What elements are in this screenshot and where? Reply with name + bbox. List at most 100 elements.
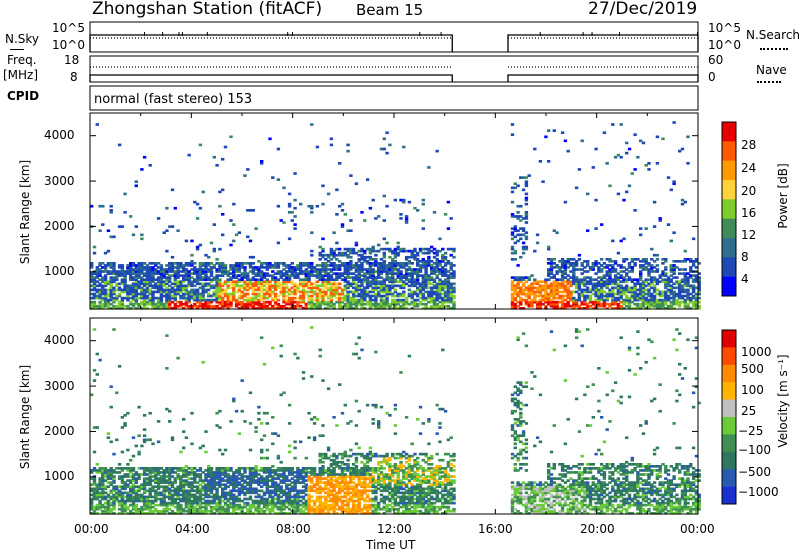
heatmap-cell	[594, 264, 598, 267]
heatmap-cell	[374, 304, 378, 308]
heatmap-cell	[248, 483, 253, 487]
heatmap-cell	[237, 471, 242, 474]
heatmap-cell	[611, 123, 615, 126]
heatmap-cell	[365, 302, 370, 306]
heatmap-cell	[351, 298, 356, 302]
heatmap-cell	[260, 262, 264, 265]
heatmap-cell	[140, 237, 144, 241]
heatmap-cell	[221, 493, 225, 497]
heatmap-cell	[262, 479, 267, 482]
heatmap-cell	[402, 298, 406, 302]
heatmap-cell	[109, 272, 113, 275]
heatmap-cell	[452, 247, 456, 251]
heatmap-cell	[672, 290, 676, 294]
heatmap-cell	[212, 284, 216, 288]
heatmap-cell	[101, 280, 105, 284]
heatmap-cell	[215, 507, 219, 511]
heatmap-cell	[109, 497, 113, 501]
heatmap-cell	[240, 284, 244, 288]
heatmap-cell	[399, 266, 403, 269]
heatmap-cell	[652, 290, 657, 294]
heatmap-cell	[393, 304, 398, 308]
heatmap-cell	[446, 294, 451, 298]
heatmap-cell	[338, 282, 342, 286]
heatmap-cell	[410, 302, 414, 306]
heatmap-cell	[201, 497, 205, 501]
heatmap-cell	[184, 284, 189, 288]
heatmap-cell	[438, 280, 442, 284]
heatmap-cell	[285, 294, 289, 298]
heatmap-cell	[574, 264, 579, 267]
heatmap-cell	[413, 255, 417, 259]
heatmap-cell	[644, 164, 648, 167]
heatmap-cell	[360, 266, 364, 269]
heatmap-cell	[399, 294, 403, 298]
heatmap-cell	[343, 278, 347, 282]
heatmap-cell	[90, 393, 94, 397]
heatmap-cell	[209, 483, 214, 487]
heatmap-cell	[669, 307, 673, 310]
heatmap-cell	[633, 298, 637, 302]
heatmap-cell	[137, 477, 141, 480]
heatmap-cell	[697, 278, 701, 282]
heatmap-cell	[310, 249, 314, 253]
heatmap-cell	[268, 473, 272, 476]
heatmap-cell	[566, 282, 570, 286]
heatmap-cell	[296, 266, 300, 269]
heatmap-cell	[145, 497, 150, 501]
heatmap-cell	[162, 288, 166, 292]
heatmap-cell	[669, 188, 673, 192]
heatmap-cell	[351, 296, 356, 300]
heatmap-cell	[555, 300, 559, 304]
heatmap-cell	[672, 180, 676, 184]
heatmap-cell	[170, 471, 175, 474]
heatmap-cell	[257, 499, 261, 503]
heatmap-cell	[103, 491, 108, 495]
heatmap-cell	[613, 278, 618, 282]
heatmap-cell	[346, 284, 350, 288]
heatmap-cell	[627, 300, 632, 304]
heatmap-cell	[176, 290, 180, 294]
heatmap-cell	[223, 483, 228, 487]
heatmap-cell	[346, 247, 350, 251]
heatmap-cell	[363, 307, 367, 310]
heatmap-cell	[173, 270, 177, 273]
heatmap-cell	[669, 239, 673, 243]
heatmap-cell	[613, 286, 618, 290]
heatmap-cell	[232, 202, 236, 206]
heatmap-cell	[446, 296, 451, 300]
heatmap-cell	[187, 262, 191, 265]
heatmap-cell	[639, 286, 643, 290]
heatmap-cell	[639, 278, 643, 282]
heatmap-cell	[630, 292, 634, 296]
heatmap-cell	[159, 298, 164, 302]
heatmap-cell	[221, 266, 225, 269]
heatmap-cell	[126, 290, 130, 294]
heatmap-cell	[452, 304, 456, 308]
heatmap-cell	[449, 264, 453, 267]
heatmap-cell	[193, 262, 197, 265]
heatmap-cell	[232, 274, 236, 277]
heatmap-cell	[212, 223, 216, 226]
heatmap-cell	[560, 264, 565, 267]
heatmap-cell	[251, 473, 255, 476]
heatmap-cell	[129, 296, 133, 300]
heatmap-cell	[343, 286, 347, 290]
heatmap-cell	[268, 467, 272, 470]
heatmap-cell	[170, 296, 175, 300]
heatmap-cell	[357, 260, 361, 263]
heatmap-cell	[145, 483, 150, 487]
heatmap-cell	[204, 499, 208, 503]
heatmap-cell	[669, 302, 673, 306]
heatmap-cell	[310, 286, 314, 290]
heatmap-cell	[324, 284, 328, 288]
heatmap-cell	[410, 282, 414, 286]
heatmap-cell	[126, 497, 130, 501]
heatmap-cell	[229, 477, 233, 480]
heatmap-cell	[103, 469, 108, 472]
heatmap-cell	[148, 469, 152, 472]
heatmap-cell	[115, 272, 119, 275]
heatmap-cell	[675, 286, 679, 290]
heatmap-cell	[207, 489, 211, 493]
heatmap-cell	[602, 284, 607, 288]
